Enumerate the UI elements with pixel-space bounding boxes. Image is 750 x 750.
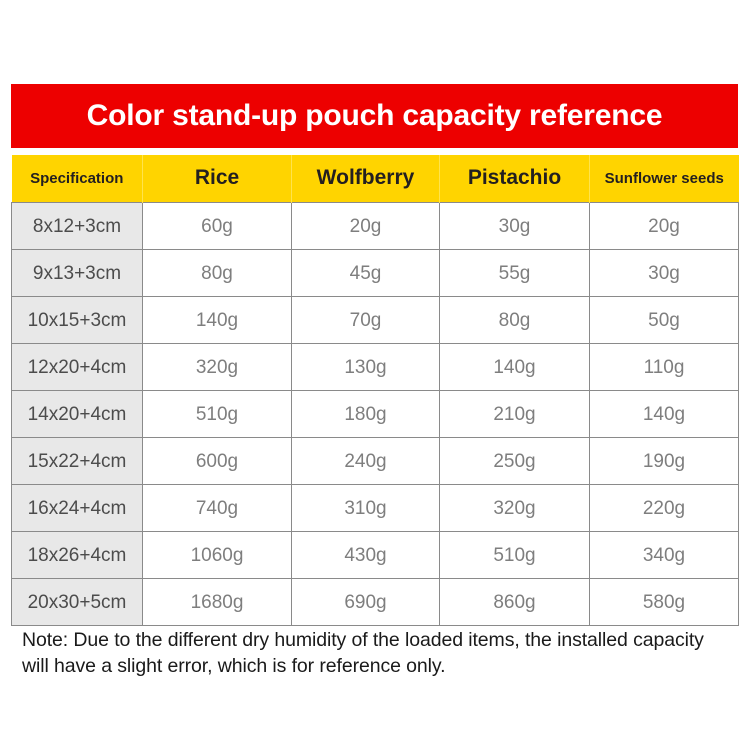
cell-sunflower: 580g bbox=[589, 578, 739, 626]
cell-wolfberry: 430g bbox=[291, 531, 440, 579]
column-header-specification: Specification bbox=[11, 155, 143, 203]
cell-wolfberry: 130g bbox=[291, 343, 440, 391]
cell-pistachio: 80g bbox=[439, 296, 590, 344]
cell-sunflower: 50g bbox=[589, 296, 739, 344]
cell-pistachio: 55g bbox=[439, 249, 590, 297]
cell-specification: 16x24+4cm bbox=[11, 484, 143, 532]
cell-specification: 8x12+3cm bbox=[11, 202, 143, 250]
cell-wolfberry: 45g bbox=[291, 249, 440, 297]
cell-rice: 740g bbox=[142, 484, 292, 532]
page-title: Color stand-up pouch capacity reference bbox=[86, 99, 663, 132]
cell-specification: 20x30+5cm bbox=[11, 578, 143, 626]
cell-wolfberry: 310g bbox=[291, 484, 440, 532]
table-row: 15x22+4cm 600g 240g 250g 190g bbox=[11, 437, 739, 485]
cell-rice: 510g bbox=[142, 390, 292, 438]
cell-sunflower: 340g bbox=[589, 531, 739, 579]
cell-specification: 14x20+4cm bbox=[11, 390, 143, 438]
cell-sunflower: 110g bbox=[589, 343, 739, 391]
table-body: 8x12+3cm 60g 20g 30g 20g 9x13+3cm 80g 45g 55g 30g… bbox=[11, 202, 739, 626]
cell-pistachio: 250g bbox=[439, 437, 590, 485]
cell-wolfberry: 240g bbox=[291, 437, 440, 485]
table-header: Specification Rice Wolfberry Pistachio S… bbox=[11, 155, 739, 203]
cell-specification: 18x26+4cm bbox=[11, 531, 143, 579]
cell-pistachio: 320g bbox=[439, 484, 590, 532]
header-row: Specification Rice Wolfberry Pistachio S… bbox=[11, 155, 739, 203]
cell-pistachio: 210g bbox=[439, 390, 590, 438]
cell-wolfberry: 180g bbox=[291, 390, 440, 438]
table-row: 10x15+3cm 140g 70g 80g 50g bbox=[11, 296, 739, 344]
cell-rice: 1060g bbox=[142, 531, 292, 579]
cell-specification: 9x13+3cm bbox=[11, 249, 143, 297]
cell-pistachio: 510g bbox=[439, 531, 590, 579]
cell-rice: 600g bbox=[142, 437, 292, 485]
table-row: 9x13+3cm 80g 45g 55g 30g bbox=[11, 249, 739, 297]
cell-sunflower: 220g bbox=[589, 484, 739, 532]
cell-rice: 140g bbox=[142, 296, 292, 344]
cell-rice: 60g bbox=[142, 202, 292, 250]
cell-pistachio: 140g bbox=[439, 343, 590, 391]
cell-specification: 12x20+4cm bbox=[11, 343, 143, 391]
cell-wolfberry: 690g bbox=[291, 578, 440, 626]
cell-wolfberry: 20g bbox=[291, 202, 440, 250]
cell-wolfberry: 70g bbox=[291, 296, 440, 344]
note-text: Note: Due to the different dry humidity … bbox=[22, 629, 704, 677]
capacity-table: Specification Rice Wolfberry Pistachio S… bbox=[11, 155, 739, 626]
column-header-pistachio: Pistachio bbox=[439, 155, 590, 203]
cell-sunflower: 190g bbox=[589, 437, 739, 485]
column-header-rice: Rice bbox=[142, 155, 292, 203]
table-row: 16x24+4cm 740g 310g 320g 220g bbox=[11, 484, 739, 532]
cell-pistachio: 860g bbox=[439, 578, 590, 626]
cell-rice: 320g bbox=[142, 343, 292, 391]
column-header-wolfberry: Wolfberry bbox=[291, 155, 440, 203]
cell-rice: 80g bbox=[142, 249, 292, 297]
table-row: 8x12+3cm 60g 20g 30g 20g bbox=[11, 202, 739, 250]
cell-specification: 10x15+3cm bbox=[11, 296, 143, 344]
cell-sunflower: 140g bbox=[589, 390, 739, 438]
table-row: 20x30+5cm 1680g 690g 860g 580g bbox=[11, 578, 739, 626]
cell-pistachio: 30g bbox=[439, 202, 590, 250]
table-row: 18x26+4cm 1060g 430g 510g 340g bbox=[11, 531, 739, 579]
cell-sunflower: 20g bbox=[589, 202, 739, 250]
cell-sunflower: 30g bbox=[589, 249, 739, 297]
table-row: 14x20+4cm 510g 180g 210g 140g bbox=[11, 390, 739, 438]
cell-specification: 15x22+4cm bbox=[11, 437, 143, 485]
cell-rice: 1680g bbox=[142, 578, 292, 626]
title-banner: Color stand-up pouch capacity reference bbox=[11, 84, 738, 148]
column-header-sunflower-seeds: Sunflower seeds bbox=[589, 155, 739, 203]
table-row: 12x20+4cm 320g 130g 140g 110g bbox=[11, 343, 739, 391]
